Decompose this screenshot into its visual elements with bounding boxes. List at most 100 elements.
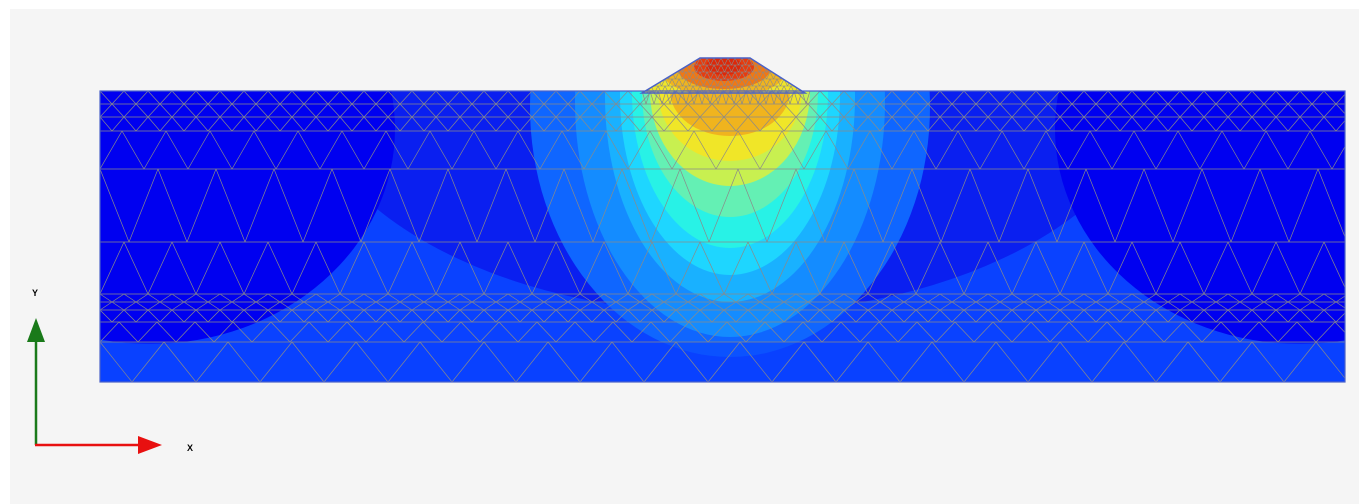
mesh-edge <box>100 91 101 92</box>
mesh-edge <box>711 103 725 118</box>
mesh-edge <box>555 103 569 118</box>
mesh-edge <box>801 58 805 66</box>
mesh-edge <box>916 321 937 343</box>
model-viewport[interactable]: Y X <box>10 9 1359 504</box>
mesh-edge <box>1119 116 1133 132</box>
mesh-edge <box>891 241 917 295</box>
mesh-edge <box>696 71 701 80</box>
mesh-edge <box>1131 91 1145 105</box>
mesh-edge <box>111 301 125 311</box>
mesh-edge <box>717 85 722 93</box>
mesh-edge <box>723 301 737 311</box>
mesh-edge <box>675 301 689 311</box>
mesh-edge <box>807 293 821 303</box>
mesh-edge <box>1179 103 1193 118</box>
mesh-edge <box>147 301 161 311</box>
soil-contour-fill <box>100 91 1345 382</box>
mesh-edge <box>579 301 593 311</box>
mesh-edge <box>303 301 317 311</box>
mesh-edge <box>1133 130 1157 170</box>
mesh-edge <box>663 301 677 311</box>
mesh-edge <box>1011 116 1025 132</box>
mesh-edge <box>637 58 641 65</box>
mesh-edge <box>483 103 497 118</box>
mesh-edge <box>1251 103 1265 118</box>
mesh-edge <box>689 64 694 73</box>
mesh-edge <box>867 301 881 311</box>
mesh-edge <box>327 103 341 118</box>
mesh-edge <box>819 301 833 311</box>
mesh-edge <box>671 85 676 93</box>
mesh-edge <box>783 58 788 66</box>
mesh-edge <box>687 116 701 132</box>
mesh-edge <box>1107 116 1121 132</box>
mesh-edge <box>1203 241 1229 295</box>
mesh-edge <box>555 241 581 295</box>
mesh-edge <box>207 309 221 323</box>
mesh-edge <box>1275 116 1289 132</box>
mesh-edge <box>979 130 1003 170</box>
mesh-edge <box>555 321 576 343</box>
mesh-edge <box>207 301 221 311</box>
mesh-edge <box>831 293 845 303</box>
mesh-edge <box>759 301 773 311</box>
mesh-edge <box>771 309 785 323</box>
mesh-edge <box>776 64 781 73</box>
mesh-edge <box>783 116 797 132</box>
mesh-edge <box>999 103 1013 118</box>
mesh-edge <box>135 116 149 132</box>
mesh-edge <box>1243 130 1267 170</box>
mesh-edge <box>727 58 732 66</box>
mesh-edge <box>879 91 893 105</box>
mesh-edge <box>1263 103 1277 118</box>
mesh-edge <box>963 293 977 303</box>
mesh-edge <box>780 85 785 93</box>
mesh-edge <box>795 301 809 311</box>
axis-x-label: X <box>187 443 194 453</box>
mesh-edge <box>100 91 113 105</box>
mesh-edge <box>731 85 736 93</box>
mesh-edge <box>766 78 771 87</box>
mesh-edge <box>1071 116 1085 132</box>
mesh-edge <box>1167 309 1181 323</box>
mesh-edge <box>615 293 629 303</box>
mesh-edge <box>137 321 158 343</box>
mesh-edge <box>593 321 614 343</box>
mesh-edge <box>267 116 281 132</box>
mesh-edge <box>735 309 749 323</box>
fe-contour-plot[interactable] <box>10 9 1359 504</box>
mesh-edge <box>843 116 857 132</box>
mesh-edge <box>987 91 1001 105</box>
mesh-edge <box>135 301 149 311</box>
mesh-edge <box>363 309 377 323</box>
mesh-edge <box>1047 309 1061 323</box>
mesh-edge <box>747 293 761 303</box>
mesh-edge <box>1323 103 1337 118</box>
mesh-edge <box>1144 321 1165 343</box>
mesh-edge <box>231 293 245 303</box>
mesh-edge <box>1107 293 1121 303</box>
mesh-edge <box>603 309 617 323</box>
mesh-edge <box>375 91 389 105</box>
mesh-edge <box>1023 116 1037 132</box>
mesh-edge <box>675 103 689 118</box>
mesh-edge <box>963 91 977 105</box>
mesh-edge <box>315 301 329 311</box>
mesh-edge <box>543 91 557 105</box>
mesh-edge <box>939 103 953 118</box>
mesh-edge <box>1299 91 1313 105</box>
mesh-edge <box>195 241 221 295</box>
mesh-edge <box>227 341 261 382</box>
mesh-edge <box>1035 103 1049 118</box>
mesh-edge <box>1203 301 1217 311</box>
mesh-edge <box>696 85 701 93</box>
mesh-edge <box>843 91 857 105</box>
mesh-edge <box>1047 301 1061 311</box>
mesh-edge <box>819 241 845 295</box>
mesh-edge <box>1263 293 1277 303</box>
mesh-edge <box>824 168 855 243</box>
mesh-edge <box>507 293 521 303</box>
mesh-edge <box>195 91 209 105</box>
mesh-edge <box>231 91 245 105</box>
mesh-edge <box>1155 241 1181 295</box>
